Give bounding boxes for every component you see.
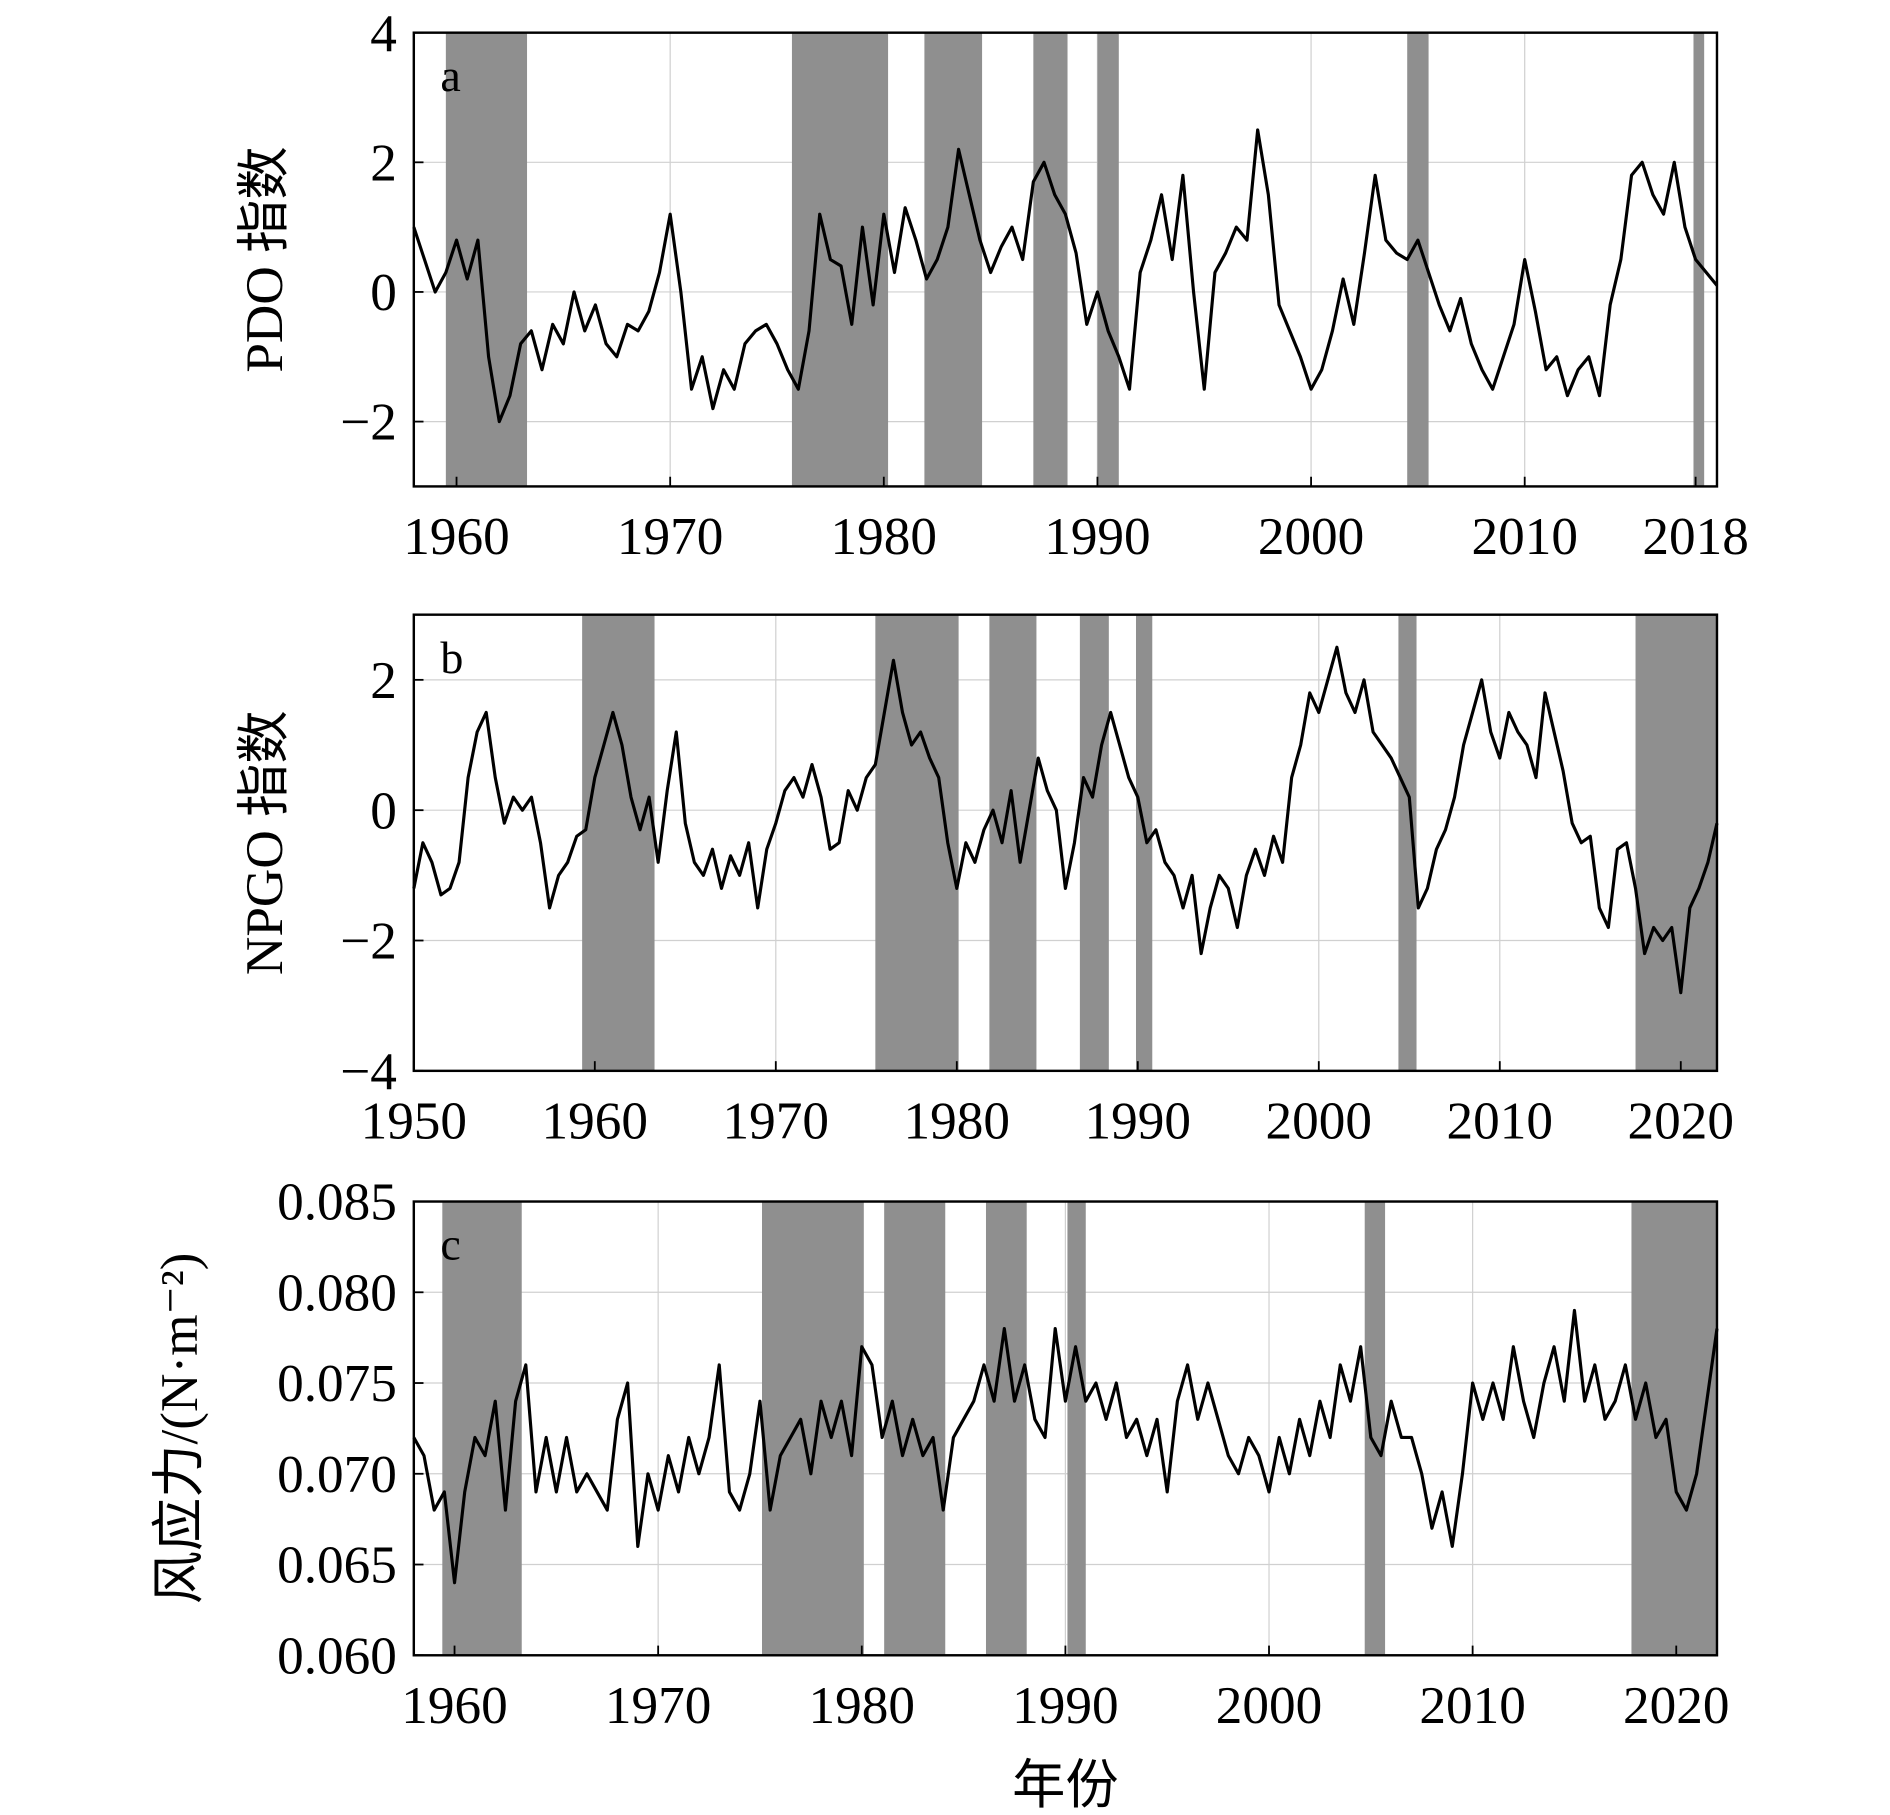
x-tick-label: 1960 xyxy=(401,1676,507,1735)
shaded-span xyxy=(582,614,655,1071)
x-tick-label: 2010 xyxy=(1471,507,1577,566)
shaded-span xyxy=(924,32,983,487)
y-tick-label: 2 xyxy=(370,651,397,710)
y-axis-label: NPGO 指数 xyxy=(235,710,294,975)
panel-label: a xyxy=(440,50,460,101)
y-tick-label: −2 xyxy=(340,393,397,452)
x-tick-label: 1970 xyxy=(723,1092,829,1151)
x-tick-label: 2000 xyxy=(1216,1676,1322,1735)
x-tick-label: 1970 xyxy=(617,507,723,566)
shaded-span xyxy=(1079,614,1109,1071)
y-tick-label: −2 xyxy=(340,912,397,971)
shaded-span xyxy=(985,1201,1027,1656)
y-axis-label: PDO 指数 xyxy=(235,146,294,372)
y-tick-label: 0 xyxy=(370,781,397,840)
x-tick-label: 1990 xyxy=(1085,1092,1191,1151)
x-tick-label: 2018 xyxy=(1642,507,1748,566)
axes-frame xyxy=(412,31,1719,488)
y-tick-label: 0.070 xyxy=(277,1445,397,1504)
data-line xyxy=(412,1308,1719,1585)
panel-label: c xyxy=(440,1219,460,1270)
shaded-span xyxy=(875,614,959,1071)
shaded-span xyxy=(1364,1201,1386,1656)
shaded-span xyxy=(1693,32,1705,487)
x-tick-label: 2000 xyxy=(1266,1092,1372,1151)
x-tick-label: 1960 xyxy=(542,1092,648,1151)
x-tick-label: 1960 xyxy=(403,507,509,566)
shaded-span xyxy=(1067,1201,1086,1656)
axes-frame xyxy=(412,613,1719,1073)
x-tick-label: 2010 xyxy=(1419,1676,1525,1735)
shaded-span xyxy=(791,32,889,487)
x-axis-label: 年份 xyxy=(1012,1756,1118,1815)
data-line xyxy=(412,128,1719,424)
y-tick-label: 4 xyxy=(370,4,397,63)
shaded-span xyxy=(1407,32,1429,487)
shaded-span xyxy=(1135,614,1153,1071)
shaded-span xyxy=(762,1201,864,1656)
y-tick-label: 0.080 xyxy=(277,1263,397,1322)
shaded-span xyxy=(1033,32,1068,487)
y-tick-label: 0.085 xyxy=(277,1173,397,1232)
x-tick-label: 2010 xyxy=(1447,1092,1553,1151)
x-tick-label: 1990 xyxy=(1012,1676,1118,1735)
x-tick-label: 2020 xyxy=(1628,1092,1734,1151)
data-line xyxy=(412,645,1719,995)
shaded-span xyxy=(1097,32,1119,487)
y-tick-label: 0.060 xyxy=(277,1626,397,1685)
x-tick-label: 2020 xyxy=(1623,1676,1729,1735)
x-tick-label: 1990 xyxy=(1044,507,1150,566)
x-tick-label: 1950 xyxy=(361,1092,467,1151)
shaded-span xyxy=(1635,614,1717,1071)
y-tick-label: 0.065 xyxy=(277,1536,397,1595)
shaded-span xyxy=(1398,614,1417,1071)
x-tick-label: 1980 xyxy=(831,507,937,566)
y-tick-label: 0 xyxy=(370,263,397,322)
x-tick-label: 1980 xyxy=(809,1676,915,1735)
panel-label: b xyxy=(440,632,463,683)
y-tick-label: 0.075 xyxy=(277,1354,397,1413)
y-tick-label: −4 xyxy=(340,1042,397,1101)
x-tick-label: 1970 xyxy=(605,1676,711,1735)
shaded-span xyxy=(989,614,1037,1071)
y-tick-label: 2 xyxy=(370,133,397,192)
x-tick-label: 2000 xyxy=(1258,507,1364,566)
y-axis-label: 风应力/(N·m⁻²) xyxy=(150,1253,209,1605)
x-tick-label: 1980 xyxy=(904,1092,1010,1151)
shaded-span xyxy=(445,32,528,487)
